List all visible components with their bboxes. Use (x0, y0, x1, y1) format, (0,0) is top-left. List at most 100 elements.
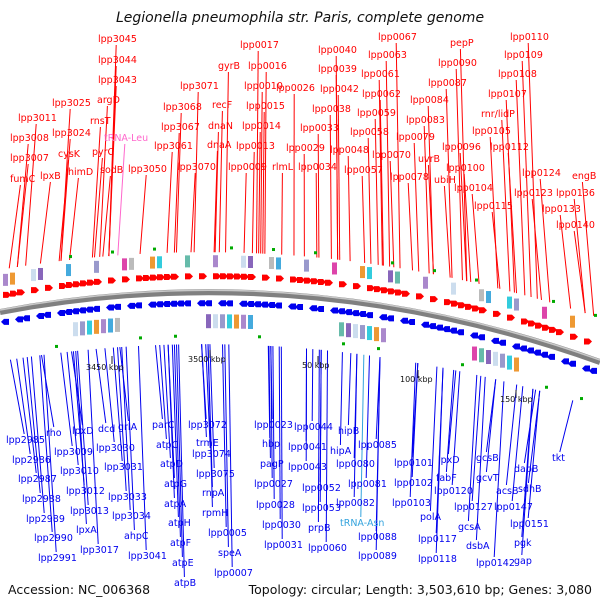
leader-line (112, 347, 123, 462)
leader-line (445, 369, 455, 473)
feature-block (514, 357, 519, 372)
gene-label: lpp2991 (38, 553, 77, 564)
gene-label: lpp0103 (392, 498, 431, 509)
feature-marker (174, 334, 177, 338)
feature-block (304, 259, 309, 272)
gene-label: trmE (196, 438, 219, 449)
leader-line (99, 105, 108, 257)
forward-gene-arrow (276, 275, 284, 282)
feature-block (101, 319, 106, 334)
gene-label: lpp0034 (298, 162, 337, 173)
feature-block (108, 318, 113, 333)
reverse-gene-arrow (344, 309, 352, 316)
gene-label: lpp0102 (394, 478, 433, 489)
leader-line (139, 174, 147, 254)
reverse-gene-arrow (64, 309, 72, 316)
leader-line (451, 371, 461, 486)
feature-marker (391, 261, 394, 265)
forward-gene-arrow (94, 278, 102, 285)
gene-label: lpp0040 (318, 45, 357, 56)
feature-block (360, 325, 365, 340)
gene-label: lpp0043 (288, 462, 327, 473)
leader-line (40, 355, 55, 428)
feature-block (507, 355, 512, 370)
reverse-gene-arrow (267, 302, 275, 309)
feature-block (10, 272, 15, 285)
gene-label: lpp0027 (254, 479, 293, 490)
leader-line (225, 71, 229, 253)
gene-label: cysK (58, 149, 81, 160)
leader-line (315, 172, 318, 258)
forward-gene-arrow (80, 280, 88, 287)
feature-block (94, 260, 99, 273)
gene-label: lpp3071 (180, 81, 219, 92)
leader-line (521, 388, 534, 556)
forward-gene-arrow (353, 283, 361, 290)
gene-label: lpp0079 (396, 132, 435, 143)
reverse-gene-arrow (148, 301, 156, 308)
gene-label: lpp0042 (320, 84, 359, 95)
gene-label: hipA (330, 446, 352, 457)
feature-marker (258, 335, 261, 339)
forward-gene-arrow (234, 273, 242, 280)
gene-label: gcsB (476, 453, 499, 464)
reverse-gene-arrow (407, 319, 415, 326)
reverse-gene-arrow (253, 301, 261, 308)
gene-label: lpp0031 (264, 540, 303, 551)
leader-line (167, 344, 175, 499)
forward-gene-arrow (367, 285, 375, 292)
reverse-gene-arrow (561, 358, 569, 365)
forward-gene-arrow (402, 290, 410, 297)
gene-label: lpp0016 (248, 61, 287, 72)
forward-gene-arrow (521, 318, 529, 325)
forward-gene-arrow (199, 273, 207, 280)
gene-label: lpp0090 (438, 58, 477, 69)
gene-label: lpp3007 (10, 153, 49, 164)
gene-label: lpp0082 (336, 498, 375, 509)
feature-block (80, 321, 85, 336)
forward-gene-arrow (304, 277, 312, 284)
reverse-gene-arrow (127, 302, 135, 309)
leader-line (361, 175, 366, 263)
gene-label: lpp0053 (302, 503, 341, 514)
gene-label: lpp0030 (262, 520, 301, 531)
gene-label: lpp0112 (490, 142, 529, 153)
tick-label: 3500 kbp (188, 355, 226, 364)
leader-line (108, 85, 117, 257)
gene-label: gap (514, 556, 532, 567)
gene-label: lpp0015 (246, 101, 285, 112)
leader-line (573, 198, 586, 314)
gene-label: lpp3068 (163, 102, 202, 113)
feature-block (346, 323, 351, 338)
forward-gene-arrow (325, 279, 333, 286)
gene-label: recF (212, 100, 232, 111)
gene-label: lpp0133 (542, 204, 581, 215)
gene-label: gcvT (476, 473, 499, 484)
leader-line (280, 346, 283, 540)
leader-line (117, 347, 127, 492)
gene-label: lpp0142 (476, 558, 515, 569)
leader-line (39, 181, 51, 264)
leader-line (435, 367, 444, 554)
feature-marker (594, 313, 597, 317)
gene-label: acsB (496, 486, 519, 497)
leader-line (69, 177, 79, 260)
leader-line (317, 349, 320, 523)
gene-label: lpp0105 (472, 126, 511, 137)
forward-gene-arrow (584, 338, 592, 345)
forward-gene-arrow (227, 273, 235, 280)
gene-label: lpp0087 (428, 78, 467, 89)
gene-label: atpC (156, 440, 179, 451)
feature-block (150, 256, 155, 269)
feature-block (157, 256, 162, 269)
reverse-gene-arrow (589, 367, 597, 374)
gene-label: sodB (100, 165, 123, 176)
leader-line (471, 193, 480, 284)
gene-label: rnsT (90, 116, 111, 127)
leader-line (445, 88, 453, 278)
forward-gene-arrow (465, 303, 473, 310)
tick-label: 3450 kbp (86, 363, 124, 372)
gene-label: parC (152, 420, 175, 431)
leader-line (163, 344, 171, 459)
